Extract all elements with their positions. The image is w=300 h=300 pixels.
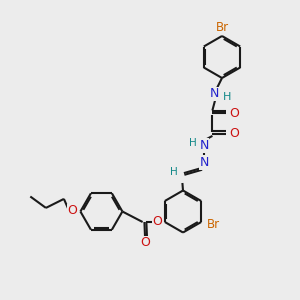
Text: O: O <box>140 236 150 250</box>
Text: O: O <box>229 127 239 140</box>
Text: Br: Br <box>207 218 220 232</box>
Text: N: N <box>210 87 219 101</box>
Text: Br: Br <box>215 21 229 34</box>
Text: H: H <box>169 167 177 177</box>
Text: O: O <box>68 204 77 218</box>
Text: H: H <box>189 137 197 148</box>
Text: N: N <box>199 139 209 152</box>
Text: H: H <box>223 92 231 102</box>
Text: N: N <box>199 156 209 169</box>
Text: O: O <box>153 215 163 228</box>
Text: O: O <box>229 107 239 120</box>
